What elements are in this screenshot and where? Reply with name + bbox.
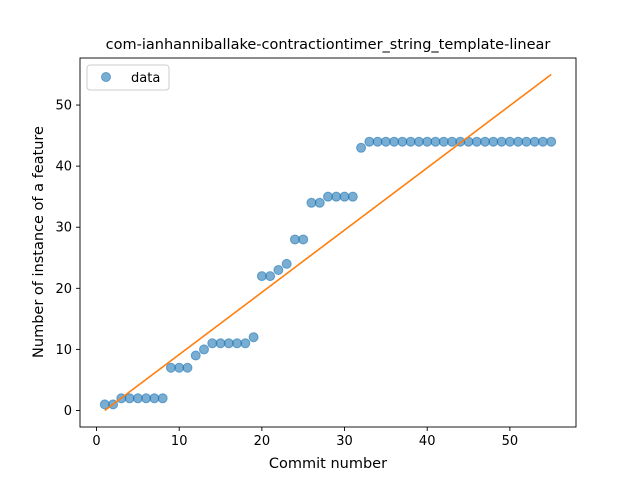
data-point	[215, 338, 226, 349]
data-point	[141, 393, 152, 404]
data-point	[380, 136, 391, 147]
data-point	[372, 136, 383, 147]
data-point	[405, 136, 416, 147]
y-tick-label: 0	[64, 404, 72, 419]
data-point	[529, 136, 540, 147]
data-point	[546, 136, 557, 147]
data-point	[389, 136, 400, 147]
data-point	[339, 191, 350, 202]
legend: data	[86, 64, 170, 91]
data-point	[397, 136, 408, 147]
x-tick-label: 40	[419, 434, 436, 449]
data-point	[480, 136, 491, 147]
data-point	[471, 136, 482, 147]
data-point	[430, 136, 441, 147]
y-tick-label: 40	[55, 160, 72, 175]
legend-box	[86, 64, 170, 91]
data-point	[289, 234, 300, 245]
y-tick-label: 10	[55, 343, 72, 358]
x-tick-label: 50	[502, 434, 519, 449]
data-point	[265, 271, 276, 282]
data-point	[273, 264, 284, 275]
data-point	[314, 197, 325, 208]
data-point	[240, 338, 251, 349]
data-point	[413, 136, 424, 147]
data-point	[513, 136, 524, 147]
data-point	[537, 136, 548, 147]
data-point	[356, 142, 367, 153]
data-point	[488, 136, 499, 147]
data-point	[438, 136, 449, 147]
x-tick-label: 10	[171, 434, 188, 449]
y-tick-label: 50	[55, 99, 72, 114]
data-point	[232, 338, 243, 349]
data-point	[207, 338, 218, 349]
data-point	[182, 362, 193, 373]
data-point	[364, 136, 375, 147]
y-tick-label: 30	[55, 221, 72, 236]
data-point	[447, 136, 457, 147]
data-point	[157, 393, 168, 404]
data-point	[248, 332, 259, 343]
data-point	[347, 191, 358, 202]
x-tick-label: 30	[336, 434, 353, 449]
data-point	[190, 350, 201, 361]
axes-frame	[79, 57, 577, 428]
y-tick-label: 20	[55, 282, 72, 297]
data-point	[174, 362, 185, 373]
data-point	[149, 393, 160, 404]
data-point	[132, 393, 143, 404]
data-point	[256, 271, 267, 282]
data-point	[199, 344, 209, 355]
data-point	[298, 234, 309, 245]
data-point	[281, 258, 292, 269]
data-point	[323, 191, 333, 202]
x-axis-label: Commit number	[269, 456, 387, 472]
data-point	[422, 136, 433, 147]
data-point	[223, 338, 234, 349]
x-tick-label: 20	[254, 434, 271, 449]
x-tick-label: 0	[92, 434, 100, 449]
data-point	[521, 136, 532, 147]
legend-label-data: data	[131, 71, 160, 86]
y-axis: 0 10 20 30 40 50	[55, 99, 80, 419]
data-point	[496, 136, 507, 147]
plot-area	[99, 73, 557, 412]
data-point	[504, 136, 515, 147]
data-point	[306, 197, 317, 208]
legend-marker-data	[101, 72, 111, 82]
chart-title: com-ianhanniballake-contractiontimer_str…	[106, 37, 551, 53]
data-point	[331, 191, 342, 202]
y-axis-label: Number of instance of a feature	[31, 126, 47, 358]
x-axis: 0 10 20 30 40 50	[92, 427, 518, 449]
fit-line	[104, 73, 552, 412]
data-point	[165, 362, 176, 373]
